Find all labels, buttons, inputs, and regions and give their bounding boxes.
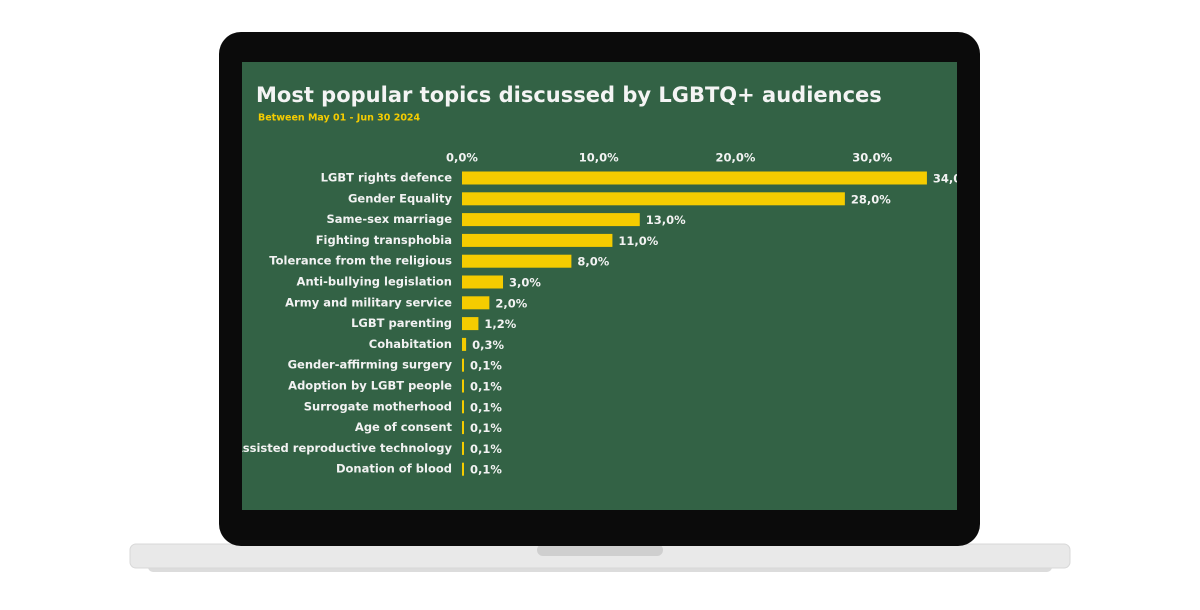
x-tick-label: 20,0% xyxy=(716,151,756,165)
category-label: Fighting transphobia xyxy=(316,233,452,247)
bar xyxy=(462,379,464,393)
bar xyxy=(462,421,464,435)
category-label: Assisted reproductive technology xyxy=(234,441,453,455)
category-label: Anti-bullying legislation xyxy=(297,275,452,289)
x-tick-label: 0,0% xyxy=(446,151,478,165)
chart-subtitle: Between May 01 - Jun 30 2024 xyxy=(258,113,421,124)
value-label: 34,0% xyxy=(933,172,973,186)
category-label: Army and military service xyxy=(285,295,452,309)
bar xyxy=(462,400,464,414)
value-label: 8,0% xyxy=(577,255,609,269)
x-tick-label: 30,0% xyxy=(852,151,892,165)
category-label: Same-sex marriage xyxy=(327,212,453,226)
value-label: 0,1% xyxy=(470,442,502,456)
bar xyxy=(462,213,640,227)
bar xyxy=(462,462,464,476)
category-label: Tolerance from the religious xyxy=(269,254,452,268)
bar xyxy=(462,337,467,351)
value-label: 0,1% xyxy=(470,400,502,414)
category-label: LGBT parenting xyxy=(351,316,452,330)
chart-title: Most popular topics discussed by LGBTQ+ … xyxy=(256,83,882,107)
category-label: Age of consent xyxy=(355,420,453,434)
category-label: LGBT rights defence xyxy=(321,171,453,185)
chart-area: Most popular topics discussed by LGBTQ+ … xyxy=(234,83,973,477)
x-tick-label: 10,0% xyxy=(579,151,619,165)
category-label: Cohabitation xyxy=(369,337,452,351)
bar xyxy=(462,441,464,455)
value-label: 0,3% xyxy=(472,338,504,352)
category-label: Gender-affirming surgery xyxy=(288,358,453,372)
value-label: 0,1% xyxy=(470,463,502,477)
value-label: 1,2% xyxy=(484,317,516,331)
category-label: Donation of blood xyxy=(336,462,452,476)
value-label: 0,1% xyxy=(470,380,502,394)
bar xyxy=(462,192,845,206)
bar xyxy=(462,317,479,331)
value-label: 28,0% xyxy=(851,192,891,206)
bar xyxy=(462,233,613,247)
value-label: 3,0% xyxy=(509,276,541,290)
bar xyxy=(462,296,490,310)
value-label: 0,1% xyxy=(470,359,502,373)
value-label: 11,0% xyxy=(618,234,658,248)
value-label: 2,0% xyxy=(495,296,527,310)
bar xyxy=(462,171,927,185)
category-label: Adoption by LGBT people xyxy=(288,379,452,393)
category-label: Surrogate motherhood xyxy=(304,399,452,413)
screen xyxy=(242,62,957,510)
bar xyxy=(462,275,504,289)
bar xyxy=(462,358,464,372)
category-label: Gender Equality xyxy=(348,191,453,205)
laptop-notch xyxy=(537,544,663,556)
value-label: 0,1% xyxy=(470,421,502,435)
bar xyxy=(462,254,572,268)
value-label: 13,0% xyxy=(646,213,686,227)
